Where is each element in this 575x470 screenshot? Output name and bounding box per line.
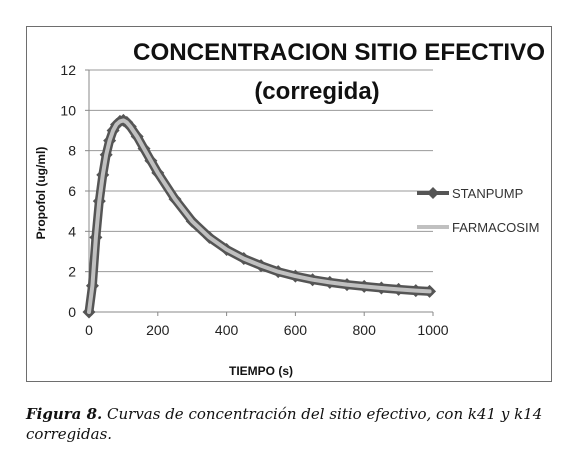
chart-title-line2: (corregida): [254, 78, 379, 105]
x-tick-label: 0: [85, 322, 93, 338]
legend: STANPUMP FARMACOSIM: [417, 186, 539, 235]
legend-label-farmacosim: FARMACOSIM: [452, 220, 539, 235]
series-line-farmacosim: [87, 118, 432, 314]
y-tick-label: 12: [60, 62, 76, 78]
x-tick-label: 800: [353, 322, 377, 338]
chart-frame: 0 2 4 6 8 10 12 0 200 400 600 800 1000 CONCENTRACION…: [26, 26, 552, 382]
y-tick-label: 4: [68, 223, 76, 239]
y-tick-label: 2: [68, 264, 76, 280]
x-tick-label: 600: [284, 322, 308, 338]
y-tick-label: 8: [68, 143, 76, 159]
x-tick-label: 400: [215, 322, 239, 338]
y-tick-label: 10: [60, 102, 76, 118]
legend-label-stanpump: STANPUMP: [452, 186, 523, 201]
legend-marker-stanpump: [427, 187, 439, 199]
y-tick-label: 6: [68, 183, 76, 199]
caption-text: Curvas de concentración del sitio efecti…: [26, 405, 543, 443]
chart-svg: 0 2 4 6 8 10 12 0 200 400 600 800 1000 CONCENTRACION…: [34, 39, 545, 378]
x-axis-label: TIEMPO (s): [229, 364, 293, 378]
caption-label: Figura 8.: [26, 405, 103, 423]
x-tick-label: 200: [146, 322, 170, 338]
figure-caption: Figura 8. Curvas de concentración del si…: [26, 404, 566, 444]
y-axis-label: Propofol (ug/ml): [34, 147, 48, 240]
y-tick-label: 0: [68, 304, 76, 320]
chart-title-line1: CONCENTRACION SITIO EFECTIVO: [133, 39, 545, 66]
x-tick-label: 1000: [417, 322, 448, 338]
